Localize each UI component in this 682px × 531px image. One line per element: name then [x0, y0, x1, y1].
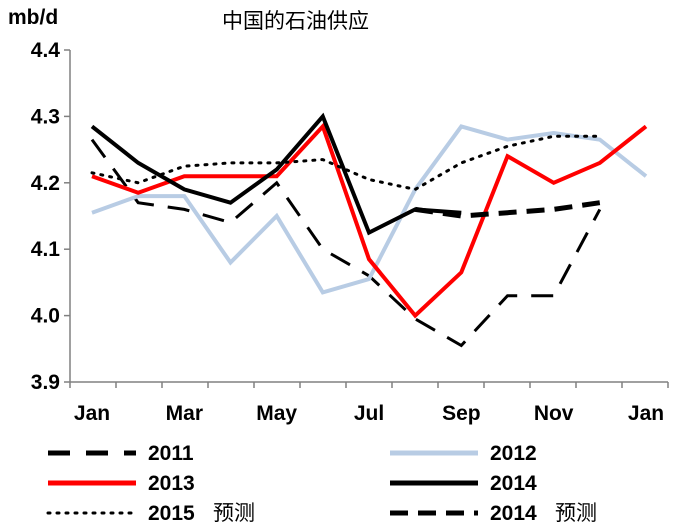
legend-label-4: 2015	[148, 502, 195, 525]
series-lines	[90, 112, 648, 348]
x-tick-label: Jul	[354, 402, 384, 425]
series-line-1	[91, 124, 648, 295]
y-axis-unit-label: mb/d	[8, 6, 58, 29]
legend-label-1: 2012	[490, 442, 537, 465]
series-line-0	[90, 138, 602, 348]
x-tick-label: Jan	[628, 402, 664, 425]
y-tick-label: 3.9	[31, 371, 60, 394]
series-line-4	[90, 134, 602, 191]
y-tick-label: 4.2	[31, 172, 60, 195]
axes: 4.4 4.3 4.2 4.1 4.0 3.9 Jan Mar May Jul Sep Nov Jan	[31, 39, 669, 425]
x-tick-label: Mar	[166, 402, 203, 425]
y-tick-label: 4.1	[31, 238, 61, 261]
x-tick-label: May	[256, 402, 297, 425]
series-line-3	[90, 112, 462, 236]
legend-label-0: 2011	[148, 442, 194, 465]
x-tick-label: Jan	[74, 402, 110, 425]
legend-label-3: 2014	[490, 472, 537, 495]
series-line-2	[91, 122, 648, 319]
legend-label-2: 2013	[148, 472, 195, 495]
series-line-5	[414, 200, 601, 219]
legend-label-5: 2014	[490, 502, 537, 525]
y-tick-label: 4.3	[31, 105, 60, 128]
y-tick-label: 4.4	[31, 39, 61, 62]
legend-suffix-4: 预测	[213, 502, 255, 525]
x-tick-label: Sep	[442, 402, 481, 425]
chart-title: 中国的石油供应	[222, 10, 369, 33]
x-tick-label: Nov	[534, 402, 574, 425]
y-tick-label: 4.0	[31, 305, 60, 328]
legend: 2011 2012 2013 2014 2015 预测 2014 预测	[46, 442, 597, 525]
legend-suffix-5: 预测	[555, 502, 597, 525]
